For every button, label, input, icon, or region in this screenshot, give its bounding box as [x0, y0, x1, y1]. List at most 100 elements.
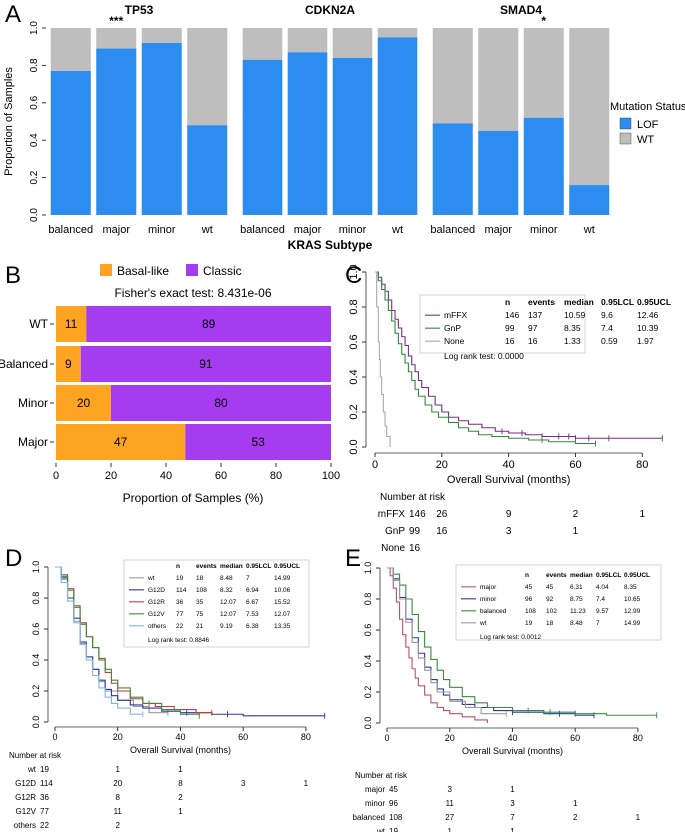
- panel-c-chart: 0.0 0.2 0.4 0.6 0.8 1.0 0 20 40 60 80 Overall Survi…: [348, 264, 671, 554]
- b-legend-swatch: [100, 264, 112, 276]
- d-risk-value: 2: [178, 793, 183, 802]
- b-legend-label: Classic: [203, 264, 242, 278]
- a-x-tick-label: wt: [583, 224, 595, 236]
- d-legend-label: G12R: [148, 599, 165, 606]
- d-legend-label: wt: [147, 575, 155, 582]
- c-risk-value: 16: [409, 543, 421, 554]
- c-risk-value: 16: [436, 526, 448, 537]
- d-table-cell: 15.52: [274, 599, 291, 606]
- a-bar-wt: [242, 28, 283, 60]
- panel-label-c: C: [345, 262, 362, 289]
- e-risk-value: 19: [389, 827, 398, 832]
- b-x-tick-label: 60: [215, 470, 227, 482]
- d-table-cell: 21: [196, 623, 204, 630]
- e-table-cell: 12.99: [624, 608, 641, 615]
- c-x-tick-label: 60: [569, 459, 581, 471]
- b-y-category-label: Major: [18, 435, 48, 449]
- e-table-cell: 14.99: [624, 620, 641, 627]
- e-table-cell: 6.31: [570, 584, 583, 591]
- e-table-cell: 7.4: [596, 596, 605, 603]
- d-risk-value: 77: [40, 807, 49, 816]
- c-y-tick-label: 0.4: [348, 369, 360, 384]
- d-table-cell: 6.67: [246, 599, 259, 606]
- e-risk-value: 1: [510, 827, 515, 832]
- d-legend-box: [123, 559, 310, 648]
- b-bar-value-label: 53: [251, 435, 265, 449]
- a-bar-wt: [96, 28, 137, 49]
- b-x-tick-label: 0: [53, 470, 59, 482]
- d-series-line-G12V: [55, 566, 200, 716]
- b-x-tick-label: 100: [322, 470, 340, 482]
- d-x-axis-title: Overall Survival (months): [130, 745, 231, 755]
- d-risk-label: wt: [27, 765, 37, 774]
- d-table-header: 0.95LCL: [246, 563, 271, 570]
- e-risk-label: minor: [365, 799, 385, 808]
- c-risk-label: mFFX: [378, 509, 406, 520]
- a-x-axis-title: KRAS Subtype: [288, 238, 373, 252]
- a-x-tick-label: minor: [148, 224, 176, 236]
- a-x-tick-label: minor: [530, 224, 558, 236]
- a-facet-title: TP53: [125, 3, 154, 17]
- a-bar-lof: [141, 42, 182, 216]
- e-risk-label: major: [365, 785, 385, 794]
- e-logrank-text: Log rank test: 0.0012: [480, 634, 541, 641]
- b-x-axis-title: Proportion of Samples (%): [123, 491, 264, 505]
- c-risk-label: GnP: [385, 526, 405, 537]
- d-risk-value: 19: [40, 765, 49, 774]
- c-series-line-GnP: [375, 271, 596, 445]
- e-table-cell: 19: [525, 620, 533, 627]
- e-table-header: 0.95LCL: [596, 572, 621, 579]
- d-series-line-others: [55, 566, 143, 715]
- c-table-header: median: [564, 297, 594, 307]
- e-risk-value: 1: [510, 785, 515, 794]
- e-legend-label: wt: [479, 620, 487, 627]
- d-legend-label: G12D: [148, 587, 165, 594]
- a-facet-title: CDKN2A: [305, 3, 355, 17]
- d-table-cell: 12.07: [274, 611, 291, 618]
- d-risk-value: 8: [178, 779, 183, 788]
- a-bar-wt: [377, 28, 418, 38]
- e-risk-label: balanced: [353, 813, 385, 822]
- panel-label-d: D: [5, 545, 22, 572]
- c-y-tick-label: 0.8: [348, 299, 360, 314]
- c-risk-value: 3: [506, 526, 512, 537]
- d-table-header: events: [196, 563, 217, 570]
- panel-label-a: A: [5, 1, 21, 28]
- e-risk-value: 7: [510, 813, 515, 822]
- e-table-cell: 18: [546, 620, 554, 627]
- c-logrank-text: Log rank test: 0.0000: [444, 351, 524, 361]
- c-table-cell: 16: [528, 336, 538, 346]
- e-table-header: n: [525, 572, 529, 579]
- c-table-cell: 99: [505, 323, 515, 333]
- d-table-cell: 8.32: [220, 587, 233, 594]
- e-table-cell: 102: [546, 608, 557, 615]
- e-y-tick-label: 1.0: [363, 562, 373, 575]
- e-table-cell: 45: [546, 584, 554, 591]
- c-risk-value: 2: [573, 509, 579, 520]
- d-table-cell: 8.48: [220, 575, 233, 582]
- d-x-tick-label: 0: [52, 732, 57, 742]
- b-bar-segment: [56, 306, 87, 342]
- c-table-cell: 7.4: [601, 323, 613, 333]
- a-x-tick-label: major: [294, 224, 322, 236]
- a-y-tick-label: 0.2: [29, 170, 40, 184]
- a-bar-wt: [478, 28, 519, 131]
- b-x-tick-label: 40: [160, 470, 172, 482]
- c-table-cell: 137: [528, 310, 542, 320]
- a-y-tick-label: 0.4: [29, 133, 40, 147]
- e-table-cell: 8.35: [624, 584, 637, 591]
- c-x-tick-label: 40: [503, 459, 515, 471]
- c-risk-value: 1: [573, 526, 579, 537]
- c-table-cell: 16: [505, 336, 515, 346]
- d-y-tick-label: 0.4: [31, 654, 41, 667]
- e-table-cell: 8.75: [570, 596, 583, 603]
- a-bar-wt: [569, 28, 610, 186]
- e-risk-value: 1: [636, 813, 641, 822]
- b-bar-value-label: 20: [77, 396, 91, 410]
- d-risk-value: 3: [241, 779, 246, 788]
- d-logrank-text: Log rank test: 0.8846: [148, 637, 209, 644]
- d-table-cell: 18: [196, 575, 204, 582]
- d-risk-value: 2: [116, 821, 121, 830]
- a-bar-wt: [523, 28, 564, 118]
